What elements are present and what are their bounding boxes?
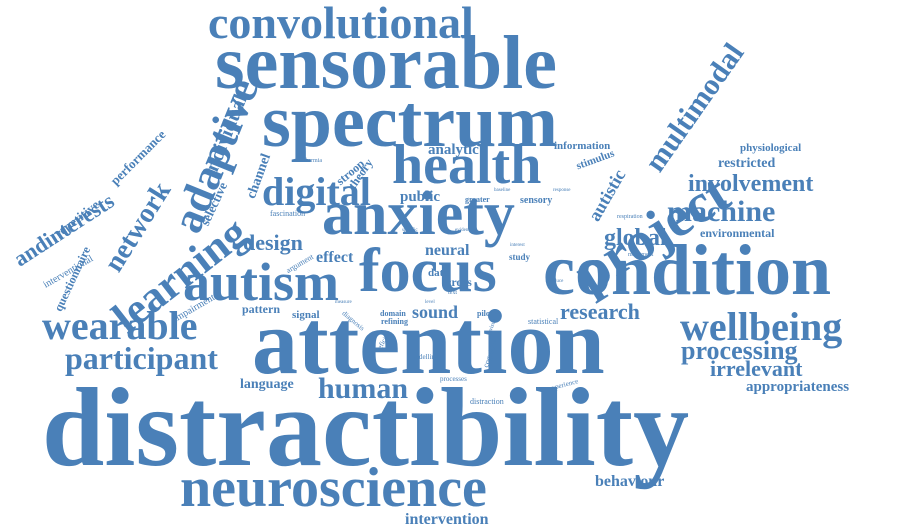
word-study: study [509,252,531,262]
word-distractibility: distractibility [42,366,690,490]
word-evident: evident [455,228,470,233]
word-specific: specific [402,228,418,233]
word-measure: measure [335,300,352,305]
word-environmental: environmental [700,226,775,240]
word-neural: neural [425,242,470,259]
word-modelling: modelling [410,353,439,361]
word-domain: domain [380,309,406,318]
word-target: target [438,216,450,221]
word-physiological: physiological [740,142,802,154]
word-spectrum: spectrum [262,81,558,163]
word-research: research [560,299,640,324]
word-language: language [240,377,294,392]
word-interest: interest [510,243,525,248]
word-fascination: fascination [270,209,306,218]
word-cross: cross [446,275,472,289]
word-machine: machine [667,195,776,228]
word-appropriateness: appropriateness [746,379,850,395]
word-respiration: respiration [617,214,643,220]
word-movement: movement [628,252,654,258]
word-effect: effect [316,249,354,266]
word-wearable: wearable [42,303,198,348]
word-euthermia: euthermia [298,158,322,164]
word-sound: sound [412,302,459,322]
word-level: level [425,300,435,305]
word-focus: focus [359,237,497,305]
word-attention: attention [252,291,605,393]
word-pilot: pilot [477,309,493,318]
word-processes: processes [440,375,467,383]
word-participant: participant [65,340,218,376]
word-digital: digital [262,169,371,214]
word-sensorable: sensorable [215,21,557,105]
word-processing: processing [681,336,798,365]
word-design: design [243,230,303,255]
word-human: human [318,372,409,405]
word-baseline: baseline [494,188,511,193]
word-anxiety: anxiety [322,180,515,248]
word-refining: refining [381,317,408,326]
word-public: public [400,189,441,205]
word-neuroscience: neuroscience [180,457,487,519]
word-autism: autism [183,252,340,312]
word-health: health [392,134,542,196]
word-response: response [553,188,571,193]
word-involvement: involvement [688,171,814,197]
word-text: text [448,290,457,296]
word-sensory: sensory [520,195,553,206]
word-distraction: distraction [470,397,504,406]
word-irrelevant: irrelevant [710,356,803,381]
word-greater: greater [465,195,490,204]
word-behaviour: behaviour [595,473,665,490]
word-signal: signal [292,309,320,321]
word-statistical: statistical [528,317,559,326]
word-reduce: reduce [550,279,564,284]
word-condition: condition [543,230,832,310]
word-intervention: intervention [405,511,489,528]
word-data: data [428,267,449,279]
word-wellbeing: wellbeing [680,304,843,349]
word-pattern: pattern [242,302,280,316]
word-global: global [604,225,667,251]
word-analytic: analytic [428,142,479,158]
word-information: information [554,140,611,152]
word-convolutional: convolutional [208,0,474,48]
word-performance: performance [107,126,169,188]
word-restricted: restricted [718,156,776,171]
